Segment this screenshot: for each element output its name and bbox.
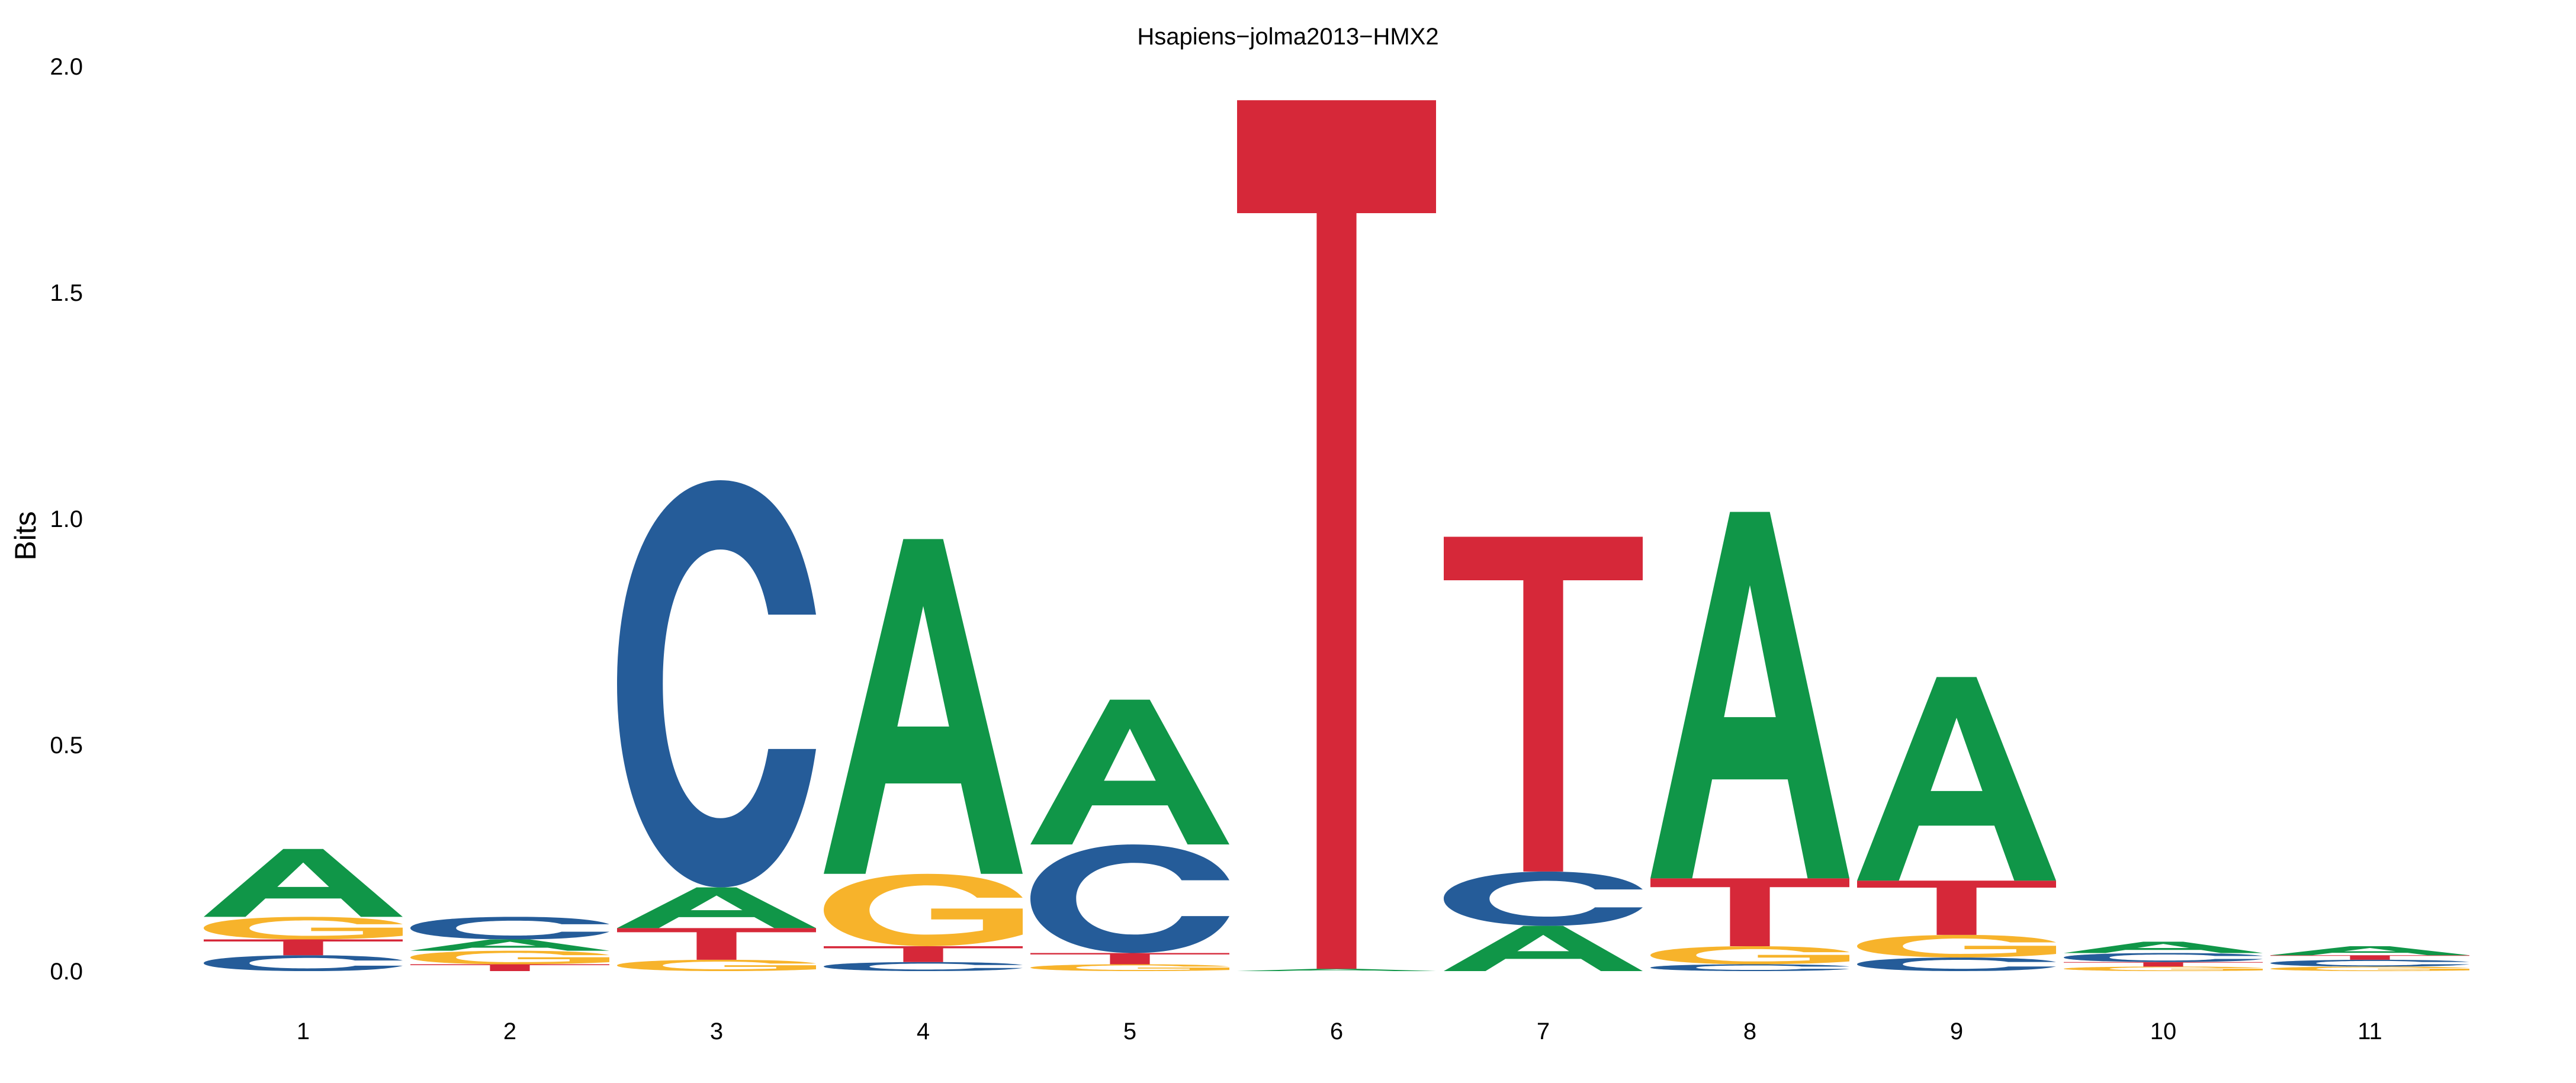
logo-letter-t bbox=[1237, 100, 1436, 969]
logo-letter-t bbox=[824, 946, 1023, 962]
y-tick-label: 2.0 bbox=[50, 54, 83, 80]
x-tick-label: 2 bbox=[503, 1018, 516, 1045]
x-tick-label: 3 bbox=[710, 1018, 723, 1045]
logo-stacks bbox=[204, 100, 2469, 971]
x-tick-label: 7 bbox=[1537, 1018, 1550, 1045]
logo-column-10 bbox=[2064, 941, 2263, 971]
x-tick-label: 9 bbox=[1950, 1018, 1963, 1045]
x-tick-label: 11 bbox=[2357, 1018, 2382, 1045]
logo-column-1 bbox=[204, 849, 403, 971]
logo-column-8 bbox=[1650, 512, 1849, 971]
logo-letter-a bbox=[410, 939, 609, 951]
logo-letter-g bbox=[1857, 934, 2056, 958]
logo-column-3 bbox=[617, 480, 816, 971]
logo-letter-t bbox=[410, 964, 609, 971]
logo-letter-c bbox=[1444, 871, 1643, 926]
logo-letter-c bbox=[617, 480, 816, 888]
logo-letter-t bbox=[1444, 536, 1643, 872]
logo-letter-a bbox=[1444, 925, 1643, 971]
y-tick-label: 0.0 bbox=[50, 959, 83, 985]
logo-letter-c bbox=[1650, 964, 1849, 971]
logo-letter-c bbox=[2064, 953, 2263, 962]
logo-letter-c bbox=[1857, 957, 2056, 971]
x-tick-label: 1 bbox=[297, 1018, 310, 1045]
logo-letter-t bbox=[617, 928, 816, 960]
logo-letter-g bbox=[824, 873, 1023, 946]
logo-letter-c bbox=[410, 917, 609, 940]
logo-letter-g bbox=[410, 950, 609, 965]
logo-letter-a bbox=[1237, 969, 1436, 971]
logo-letter-a bbox=[824, 539, 1023, 874]
x-tick-label: 4 bbox=[917, 1018, 930, 1045]
logo-letter-t bbox=[1857, 880, 2056, 935]
logo-column-7 bbox=[1444, 536, 1643, 971]
logo-letter-g bbox=[2270, 966, 2469, 971]
logo-letter-t bbox=[204, 939, 403, 956]
logo-letter-t bbox=[1650, 878, 1849, 946]
y-axis-ticks: 0.0 0.5 1.0 1.5 2.0 bbox=[50, 54, 83, 985]
logo-letter-c bbox=[2270, 959, 2469, 967]
y-tick-label: 1.0 bbox=[50, 506, 83, 532]
logo-letter-c bbox=[1030, 844, 1229, 953]
logo-letter-a bbox=[1650, 512, 1849, 879]
logo-letter-t bbox=[2270, 955, 2469, 960]
logo-letter-g bbox=[1650, 946, 1849, 965]
logo-letter-c bbox=[824, 962, 1023, 971]
x-tick-label: 10 bbox=[2150, 1018, 2177, 1045]
y-tick-label: 0.5 bbox=[50, 732, 83, 759]
y-axis-label: Bits bbox=[9, 511, 42, 560]
x-tick-label: 5 bbox=[1123, 1018, 1136, 1045]
logo-letter-g bbox=[1030, 964, 1229, 971]
x-tick-label: 6 bbox=[1330, 1018, 1343, 1045]
logo-letter-g bbox=[204, 917, 403, 940]
logo-letter-a bbox=[617, 887, 816, 928]
logo-letter-a bbox=[1030, 699, 1229, 845]
logo-letter-a bbox=[1857, 677, 2056, 881]
logo-column-6 bbox=[1237, 100, 1436, 971]
logo-letter-t bbox=[2064, 962, 2263, 967]
logo-column-5 bbox=[1030, 699, 1229, 971]
x-tick-label: 8 bbox=[1743, 1018, 1756, 1045]
logo-letter-g bbox=[2064, 966, 2263, 971]
logo-column-9 bbox=[1857, 677, 2056, 971]
chart-title: Hsapiens−jolma2013−HMX2 bbox=[1137, 24, 1439, 50]
logo-column-11 bbox=[2270, 946, 2469, 971]
logo-column-2 bbox=[410, 917, 609, 971]
logo-letter-t bbox=[1030, 953, 1229, 965]
y-tick-label: 1.5 bbox=[50, 280, 83, 306]
logo-column-4 bbox=[824, 539, 1023, 971]
x-axis-ticks: 1 2 3 4 5 6 7 8 9 10 11 bbox=[297, 1018, 2382, 1045]
logo-letter-g bbox=[617, 959, 816, 971]
logo-letter-c bbox=[204, 955, 403, 971]
logo-letter-a bbox=[2270, 946, 2469, 956]
logo-letter-a bbox=[204, 849, 403, 917]
logo-letter-a bbox=[2064, 941, 2263, 953]
